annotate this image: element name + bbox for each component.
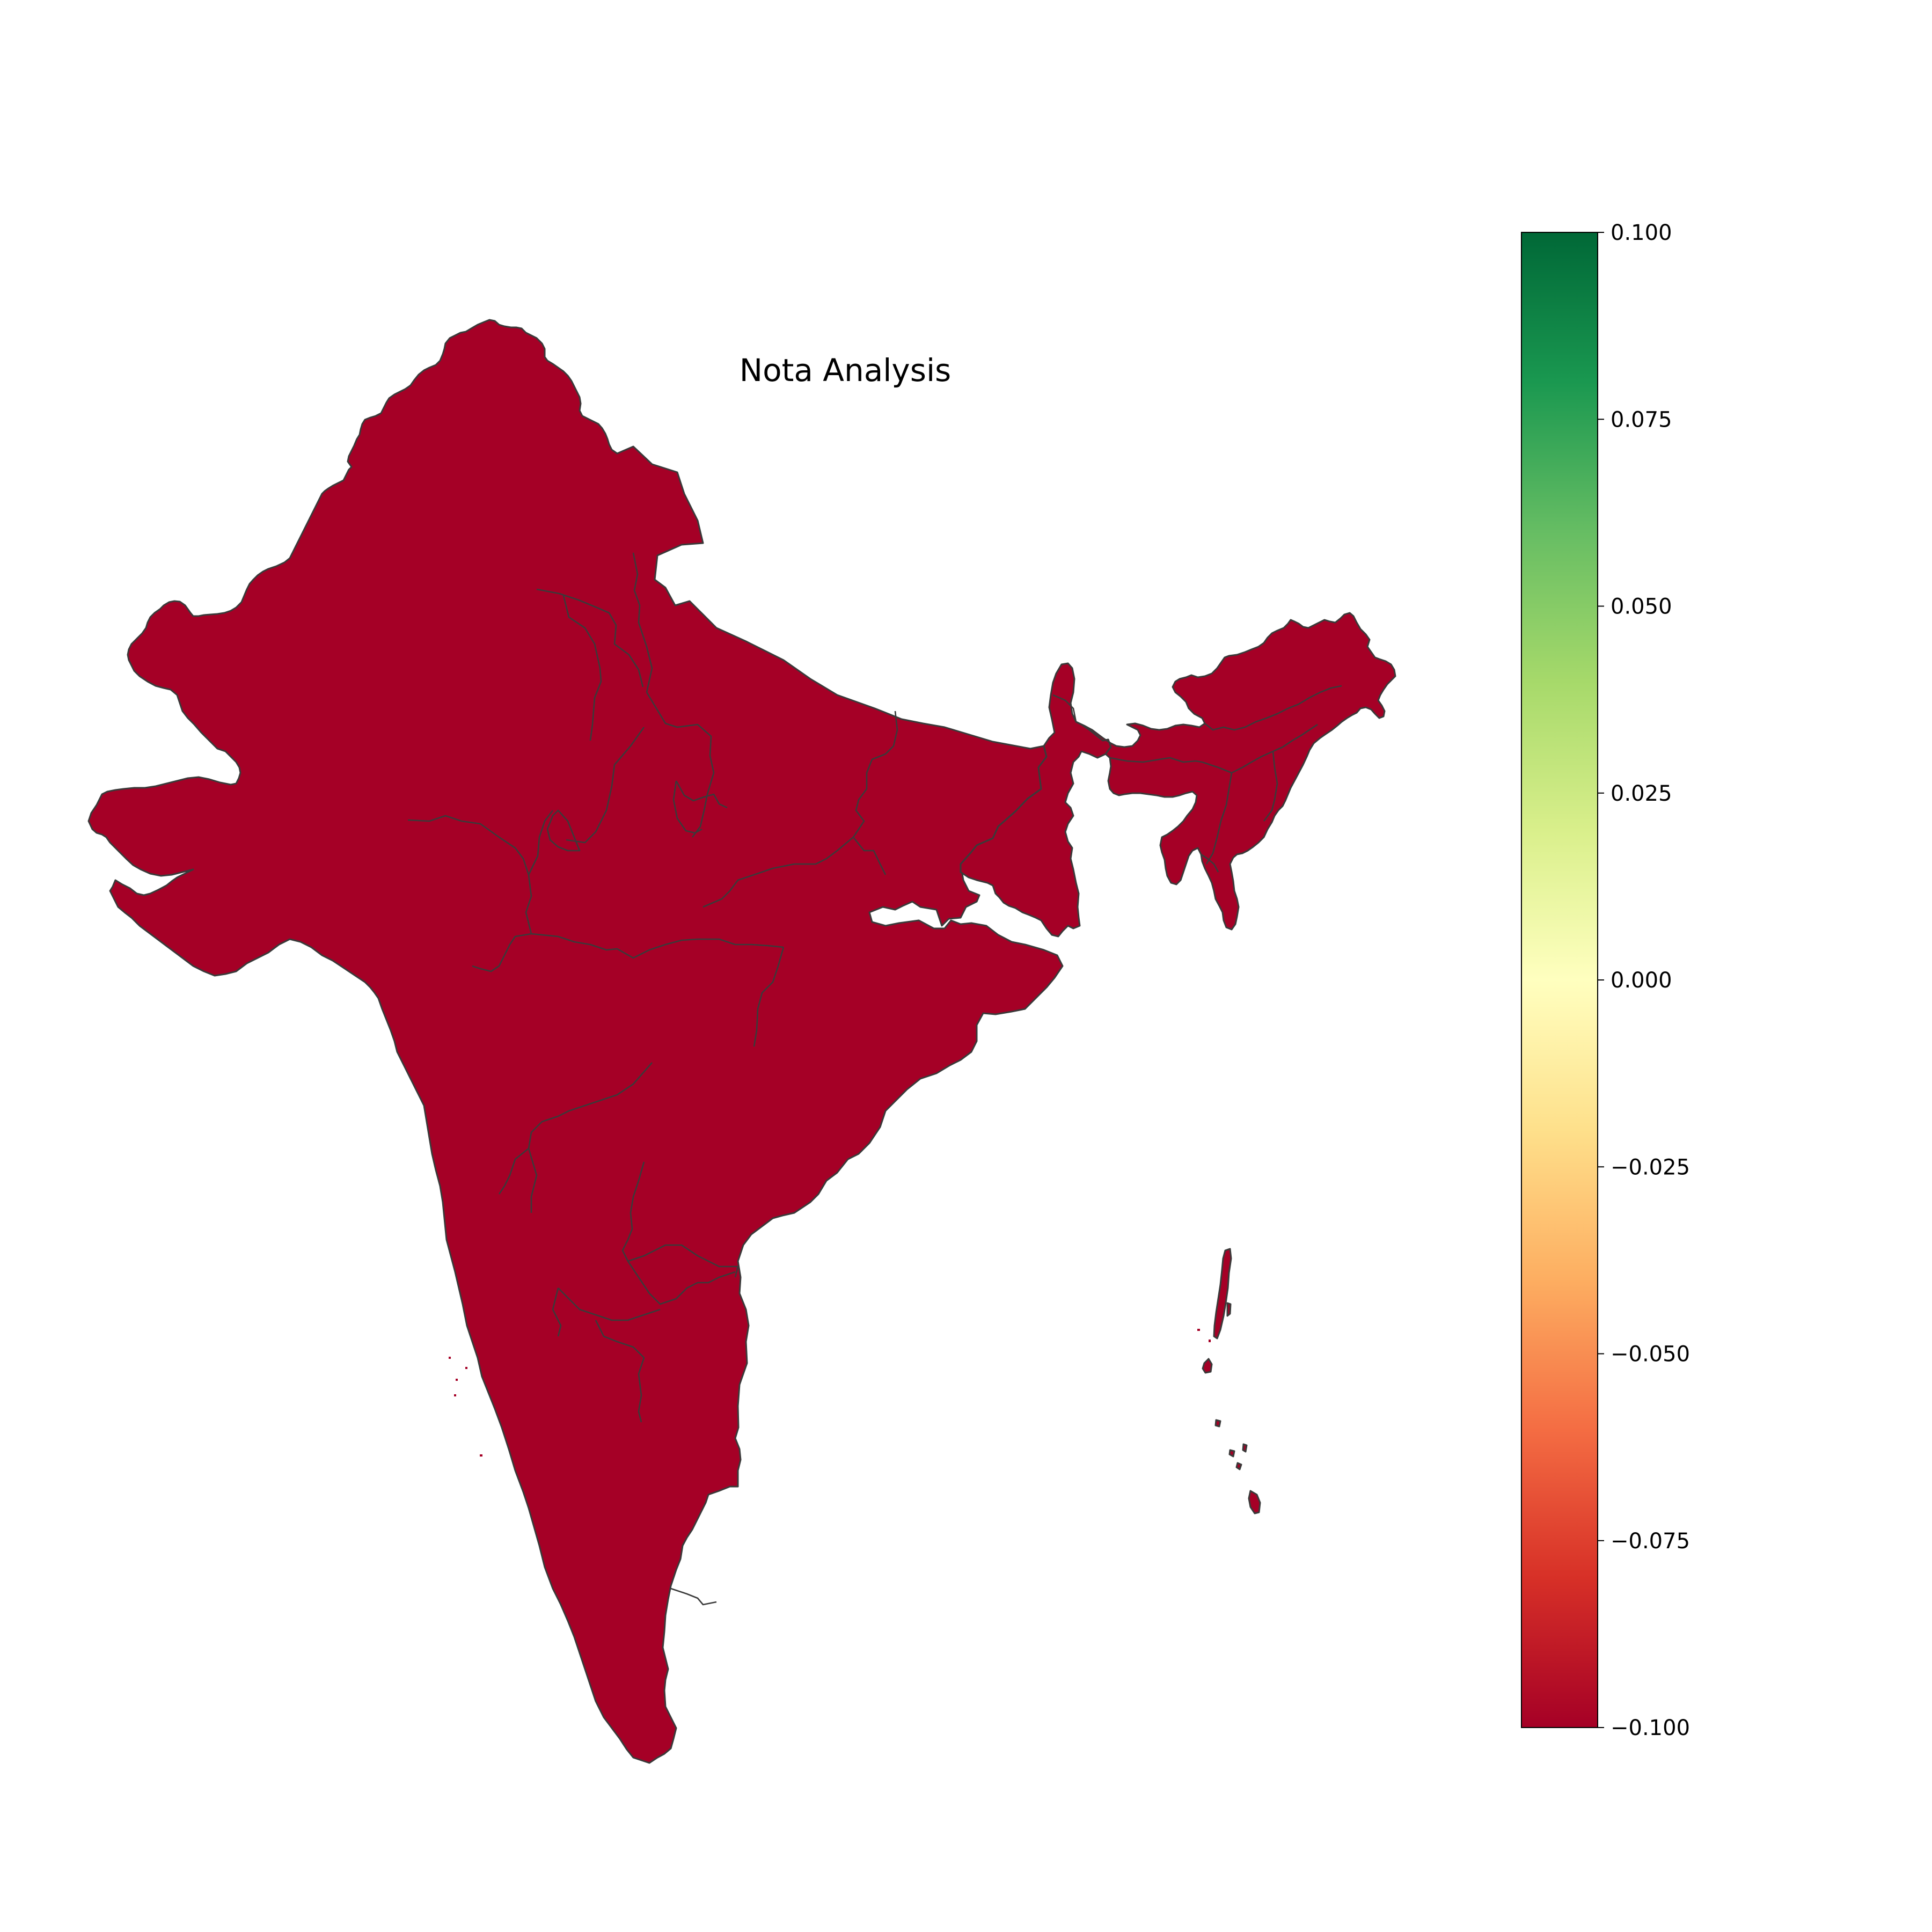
state-border (753, 947, 785, 1047)
colorbar-tick-label: −0.075 (1611, 1529, 1690, 1554)
colorbar: 0.100 0.075 0.050 0.025 0.000 −0.025 −0.050 −0.… (1521, 221, 1690, 1740)
state-border (528, 1062, 653, 1149)
state-border (672, 780, 702, 834)
state-border (552, 1287, 562, 1337)
state-border (558, 1287, 661, 1321)
lakshadweep-island (470, 1329, 473, 1331)
state-border (407, 815, 532, 934)
lakshadweep-island (454, 1394, 456, 1396)
state-border (621, 1161, 645, 1262)
lakshadweep-island (480, 1454, 482, 1457)
lakshadweep-island (506, 1359, 508, 1362)
colorbar-tick-label: 0.075 (1611, 407, 1672, 432)
state-border (1201, 853, 1219, 873)
lakshadweep-island (456, 1379, 458, 1381)
colorbar-tick-label: 0.100 (1611, 221, 1672, 245)
colorbar-tick-label: −0.100 (1611, 1716, 1690, 1740)
state-border (627, 1244, 738, 1268)
colorbar-ticks: 0.100 0.075 0.050 0.025 0.000 −0.025 −0.050 −0.… (1598, 221, 1690, 1740)
state-border (546, 809, 581, 852)
nicobar-island (1228, 1449, 1235, 1458)
india-map (87, 319, 1396, 1764)
colorbar-tick-label: 0.025 (1611, 781, 1672, 806)
state-border (1204, 685, 1342, 731)
state-border (632, 552, 653, 693)
state-borders (407, 552, 1342, 1606)
state-border (536, 588, 644, 687)
nicobar-island (1235, 1462, 1242, 1470)
state-border (1205, 772, 1233, 865)
map-title: Nota Analysis (740, 352, 952, 389)
nicobar-island (1214, 1419, 1221, 1428)
mainland-region (87, 319, 1064, 1764)
state-border (566, 727, 645, 844)
andaman-island (1213, 1248, 1232, 1340)
colorbar-tick-label: −0.025 (1611, 1155, 1690, 1180)
state-border (528, 810, 554, 875)
state-border (595, 1320, 645, 1423)
state-border (498, 1147, 529, 1195)
nicobar-island (1242, 1443, 1248, 1453)
andaman-island (1209, 1340, 1211, 1342)
state-border (1109, 757, 1203, 763)
nicobar-island (1248, 1490, 1261, 1514)
andaman-island (1202, 1358, 1213, 1374)
state-border (734, 1266, 739, 1278)
colorbar-tick-label: 0.050 (1611, 595, 1672, 619)
state-border (472, 933, 532, 972)
state-border (852, 837, 887, 875)
lakshadweep-island (504, 1386, 506, 1388)
andaman-island (1197, 1329, 1200, 1331)
state-border (531, 933, 784, 959)
lakshadweep-island (449, 1357, 451, 1359)
state-border (646, 692, 715, 838)
state-border (675, 780, 728, 809)
colorbar-tick-label: 0.000 (1611, 968, 1672, 993)
andaman-island (1226, 1302, 1232, 1317)
state-border (1202, 723, 1318, 774)
state-border (1263, 751, 1278, 822)
colorbar-tick-label: −0.050 (1611, 1342, 1690, 1367)
state-border (670, 1587, 717, 1606)
state-border (1052, 694, 1077, 722)
lakshadweep-island (477, 1337, 479, 1340)
state-border (528, 1148, 538, 1213)
colorbar-gradient (1521, 232, 1598, 1728)
state-border (562, 595, 602, 741)
lakshadweep-island (465, 1367, 467, 1369)
state-border (627, 1261, 736, 1305)
